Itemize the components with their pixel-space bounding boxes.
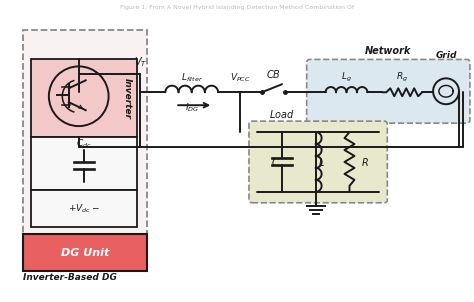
Text: $C_{dc}$: $C_{dc}$: [76, 138, 91, 150]
Bar: [31, 137, 137, 190]
Bar: [23, 234, 147, 271]
Text: $+ V_{dc} -$: $+ V_{dc} -$: [68, 202, 100, 215]
Text: Inverter: Inverter: [123, 78, 132, 119]
Text: $V_T$: $V_T$: [134, 56, 147, 69]
FancyBboxPatch shape: [307, 59, 470, 123]
FancyBboxPatch shape: [23, 30, 147, 236]
Text: $L_{filter}$: $L_{filter}$: [181, 72, 203, 84]
Text: Inverter-Based DG: Inverter-Based DG: [23, 273, 117, 282]
Text: Grid: Grid: [435, 51, 457, 60]
Text: $CB$: $CB$: [266, 68, 281, 80]
Text: $L_g$: $L_g$: [341, 71, 352, 84]
Text: $R_g$: $R_g$: [396, 71, 408, 84]
Circle shape: [49, 66, 109, 126]
Text: Network: Network: [365, 47, 411, 56]
FancyBboxPatch shape: [249, 121, 387, 203]
Text: $V_{PCC}$: $V_{PCC}$: [229, 72, 250, 84]
Text: DG Unit: DG Unit: [61, 248, 109, 258]
Text: $Load$: $Load$: [269, 108, 295, 120]
Text: $R$: $R$: [362, 156, 369, 168]
Text: Figure 1: From A Novel Hybrid Islanding Detection Method Combination Of: Figure 1: From A Novel Hybrid Islanding …: [120, 5, 354, 10]
Bar: [31, 190, 137, 226]
Text: $L$: $L$: [318, 156, 325, 168]
Bar: [31, 59, 137, 137]
Text: $I_{DG}$: $I_{DG}$: [185, 102, 199, 114]
Text: $C$: $C$: [271, 156, 280, 168]
